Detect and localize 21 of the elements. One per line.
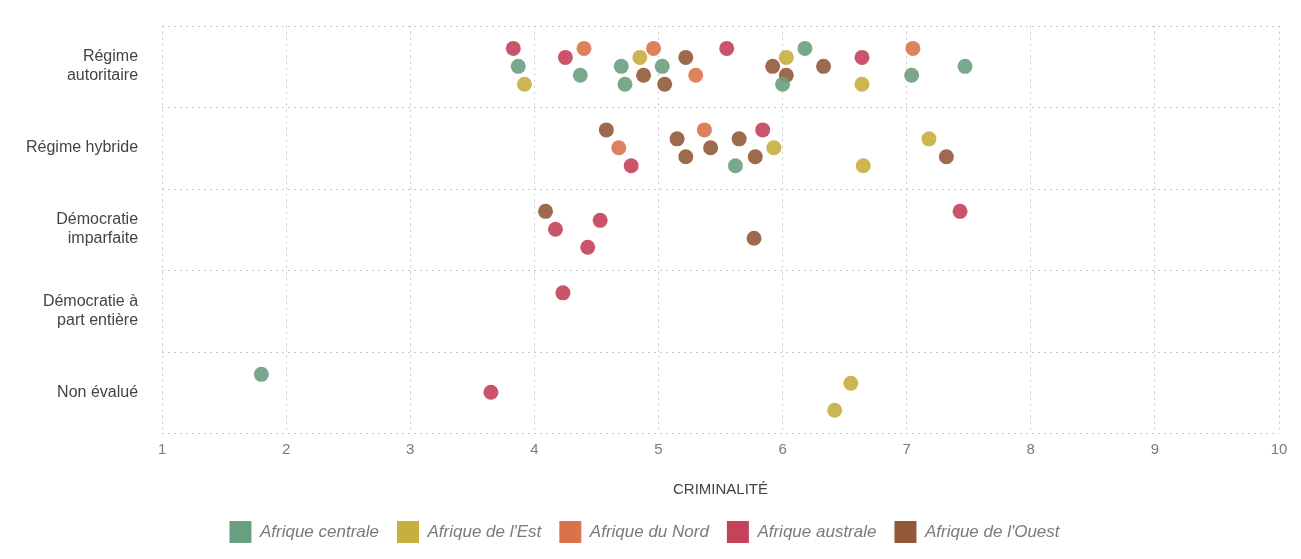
- x-axis-title: CRIMINALITÉ: [673, 480, 769, 498]
- x-tick-label: 5: [654, 440, 663, 458]
- legend-label: Afrique du Nord: [588, 521, 710, 541]
- y-tick-label: Régime autoritaire: [66, 47, 139, 84]
- legend-label: Afrique de l'Ouest: [923, 521, 1061, 541]
- x-tick-label: 10: [1270, 440, 1288, 458]
- x-tick-label: 6: [778, 440, 787, 458]
- x-tick-label: 8: [1026, 440, 1035, 458]
- x-tick-label: 9: [1150, 440, 1160, 458]
- legend-label: Afrique centrale: [258, 521, 380, 541]
- x-tick-label: 7: [902, 440, 911, 458]
- x-tick-label: 3: [406, 440, 415, 458]
- y-tick-label: Démocratie à part entière: [42, 291, 139, 328]
- y-tick-label: Non évalué: [57, 382, 139, 400]
- legend-label: Afrique australe: [756, 521, 877, 541]
- y-tick-label: Régime hybride: [25, 138, 139, 156]
- legend-label: Afrique de l'Est: [426, 521, 543, 541]
- x-tick-label: 2: [281, 440, 291, 458]
- x-tick-label: 4: [530, 440, 539, 458]
- x-tick-label: 1: [157, 440, 167, 458]
- y-tick-label: Démocratie imparfaite: [56, 210, 139, 247]
